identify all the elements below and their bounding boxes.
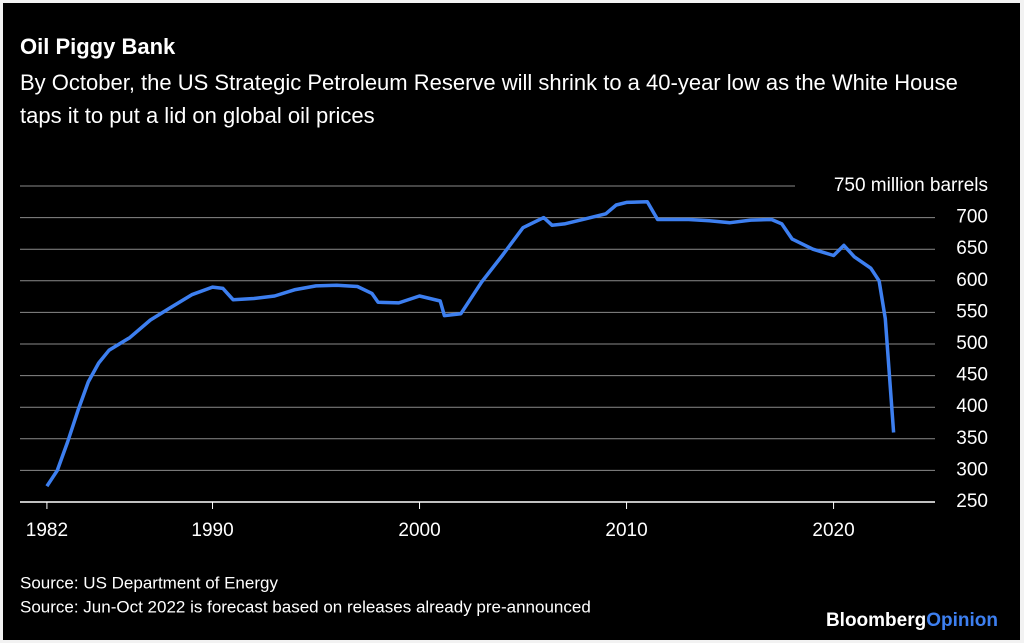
y-tick-label: 600 — [956, 270, 988, 291]
logo-part: Opinion — [926, 610, 998, 631]
chart-title: Oil Piggy Bank — [20, 34, 176, 59]
logo-part: Bloomberg — [826, 610, 926, 631]
x-tick-label: 1990 — [191, 520, 233, 541]
y-tick-label: 250 — [956, 491, 988, 512]
y-tick-label: 300 — [956, 459, 988, 480]
chart-subtitle: By October, the US Strategic Petroleum R… — [20, 70, 958, 128]
x-tick-label: 2020 — [812, 520, 854, 541]
y-tick-label: 550 — [956, 301, 988, 322]
data-line — [45, 200, 896, 488]
x-tick-label: 2000 — [398, 520, 440, 541]
y-tick-label: 700 — [956, 207, 988, 228]
background — [3, 3, 1020, 640]
y-tick-label: 750 million barrels — [834, 175, 988, 196]
logo: BloombergOpinion — [826, 610, 998, 631]
y-tick-label: 400 — [956, 396, 988, 417]
source-note: Source: US Department of Energy — [20, 573, 278, 592]
x-tick-label: 2010 — [605, 520, 647, 541]
y-tick-label: 450 — [956, 365, 988, 386]
source-note: Source: Jun-Oct 2022 is forecast based o… — [20, 597, 591, 616]
x-tick-label: 1982 — [26, 520, 68, 541]
y-tick-label: 350 — [956, 428, 988, 449]
y-tick-label: 650 — [956, 238, 988, 259]
y-tick-label: 500 — [956, 333, 988, 354]
